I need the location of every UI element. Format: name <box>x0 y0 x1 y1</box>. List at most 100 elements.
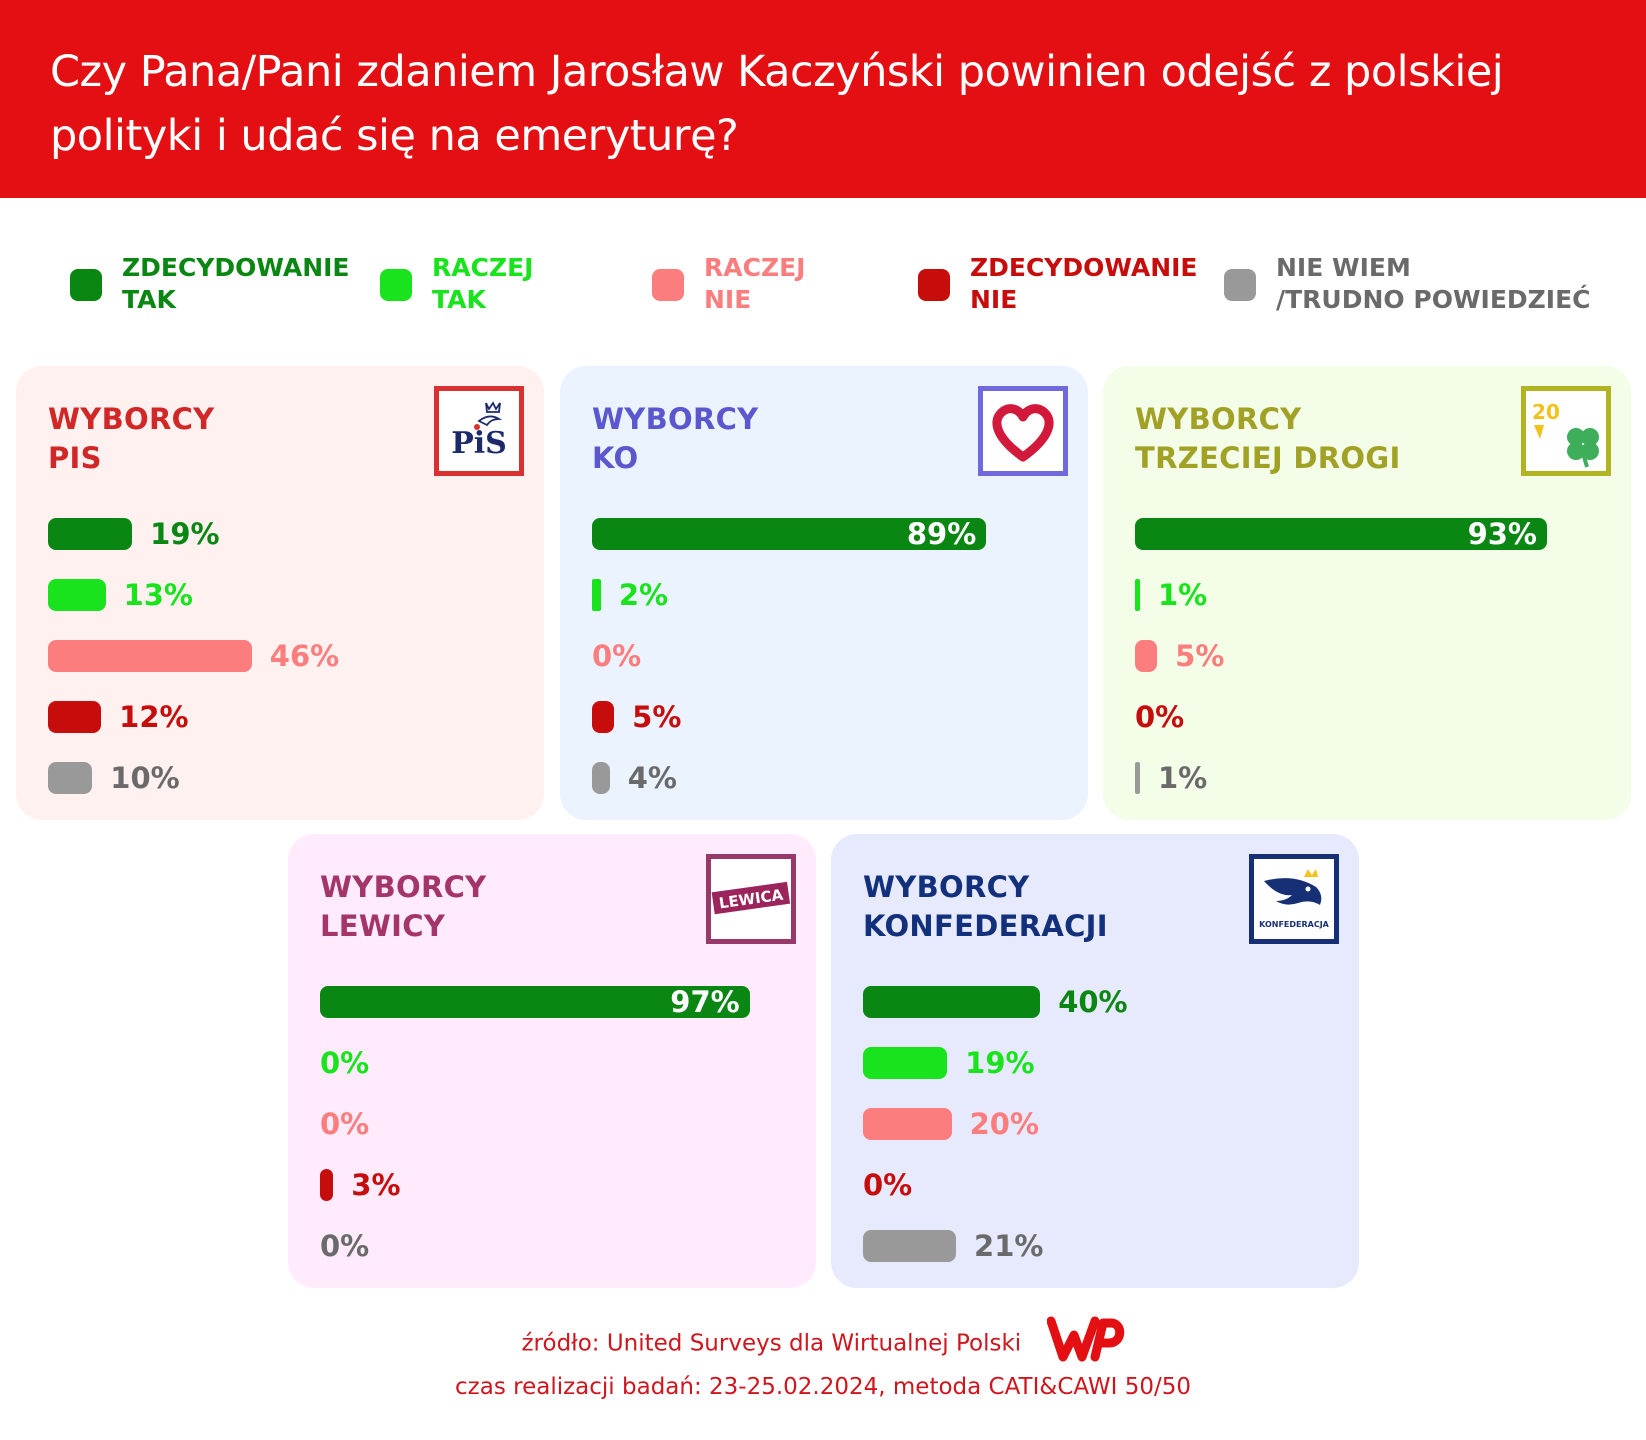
bar-row-nw: 4% <box>592 750 1062 811</box>
source-text: źródło: United Surveys dla Wirtualnej Po… <box>521 1330 1022 1357</box>
svg-text:2: 2 <box>1532 400 1546 424</box>
bar-list: 93% 1% 5% 0% 1% <box>1135 506 1605 811</box>
bar-zn <box>592 701 615 733</box>
legend-label: NIE WIEM /TRUDNO POWIEDZIEĆ <box>1276 253 1591 314</box>
bar-list: 97% 0% 0% 3% 0% <box>320 974 790 1279</box>
legend-swatch <box>652 269 684 301</box>
svg-text:PiS: PiS <box>451 426 507 461</box>
bar-zn <box>320 1169 334 1201</box>
heart-icon <box>992 404 1054 462</box>
bar-row-rt: 19% <box>863 1035 1333 1096</box>
bar-list: 40% 19% 20% 0% 21% <box>863 974 1333 1279</box>
bar-row-rn: 0% <box>320 1096 790 1157</box>
bar-value-label: 19% <box>965 1046 1035 1080</box>
bar-list: 89% 2% 0% 5% 4% <box>592 506 1062 811</box>
bar-zt <box>863 986 1041 1018</box>
bar-row-rn: 46% <box>48 628 518 689</box>
bar-row-zn: 0% <box>863 1157 1333 1218</box>
legend-swatch <box>70 269 102 301</box>
legend-item-rt: RACZEJ TAK <box>380 252 533 316</box>
svg-text:0: 0 <box>1546 400 1560 424</box>
trzecia-droga-logo: 2 0 <box>1521 386 1611 476</box>
bar-rn <box>48 640 252 672</box>
header-banner: Czy Pana/Pani zdaniem Jarosław Kaczyński… <box>0 0 1646 198</box>
bar-row-nw: 0% <box>320 1218 790 1279</box>
bar-row-rn: 20% <box>863 1096 1333 1157</box>
clover-icon: 2 0 <box>1532 400 1599 468</box>
bar-row-rn: 0% <box>592 628 1062 689</box>
bar-rn <box>863 1108 952 1140</box>
bar-nw <box>592 762 610 794</box>
bar-value-label: 0% <box>320 1107 370 1141</box>
bar-row-zn: 5% <box>592 689 1062 750</box>
panel-title: WYBORCY PIS <box>48 402 215 475</box>
bar-value-label: 4% <box>627 761 677 795</box>
legend-item-nw: NIE WIEM /TRUDNO POWIEDZIEĆ <box>1224 252 1591 316</box>
bar-row-rt: 0% <box>320 1035 790 1096</box>
bar-value-label: 19% <box>150 517 220 551</box>
page-title: Czy Pana/Pani zdaniem Jarosław Kaczyński… <box>50 47 1504 161</box>
bar-value-label: 13% <box>123 578 193 612</box>
bar-rt <box>1135 579 1140 611</box>
bar-value-label: 1% <box>1158 578 1208 612</box>
legend-item-zn: ZDECYDOWANIE NIE <box>918 252 1198 316</box>
bar-nw <box>1135 762 1140 794</box>
panel-konf: WYBORCY KONFEDERACJI KONFEDERACJA 40% 19%… <box>831 834 1359 1288</box>
bar-zn <box>48 701 102 733</box>
legend-label: RACZEJ NIE <box>704 253 806 314</box>
method-line: czas realizacji badań: 23-25.02.2024, me… <box>455 1374 1191 1400</box>
bar-row-zn: 12% <box>48 689 518 750</box>
legend-item-rn: RACZEJ NIE <box>652 252 805 316</box>
bar-zt <box>592 518 987 550</box>
legend-label: ZDECYDOWANIE NIE <box>970 253 1198 314</box>
lewica-logo: LEWICA <box>706 854 796 944</box>
wp-logo-icon <box>1046 1316 1124 1362</box>
bar-value-label: 89% <box>906 517 977 551</box>
bar-value-label: 0% <box>1135 700 1185 734</box>
bar-row-rt: 13% <box>48 567 518 628</box>
bar-value-label: 3% <box>351 1168 401 1202</box>
source-line: źródło: United Surveys dla Wirtualnej Po… <box>0 1316 1646 1363</box>
legend-swatch <box>1224 269 1256 301</box>
bar-value-label: 12% <box>119 700 189 734</box>
bar-row-nw: 10% <box>48 750 518 811</box>
bar-value-label: 5% <box>1175 639 1225 673</box>
bar-value-label: 93% <box>1467 517 1537 551</box>
bar-value-label: 0% <box>320 1229 370 1263</box>
bar-list: 19% 13% 46% 12% 10% <box>48 506 518 811</box>
bar-row-zt: 19% <box>48 506 518 567</box>
bar-rt <box>592 579 601 611</box>
bar-value-label: 97% <box>670 985 740 1019</box>
panel-lewica: WYBORCY LEWICY LEWICA 97% 0% 0% 3% 0% <box>288 834 816 1288</box>
bar-zt <box>320 986 750 1018</box>
bar-row-zn: 3% <box>320 1157 790 1218</box>
legend-item-zt: ZDECYDOWANIE TAK <box>70 252 350 316</box>
panel-title: WYBORCY TRZECIEJ DROGI <box>1135 402 1401 475</box>
legend-label: ZDECYDOWANIE TAK <box>122 253 350 314</box>
pis-logo-icon: PiS <box>451 401 507 461</box>
bar-row-nw: 21% <box>863 1218 1333 1279</box>
bar-value-label: 40% <box>1058 985 1128 1019</box>
konfederacja-eagle-icon: KONFEDERACJA <box>1259 869 1330 929</box>
panel-title: WYBORCY KO <box>592 402 759 475</box>
bar-value-label: 10% <box>110 761 180 795</box>
bar-rn <box>1135 640 1158 672</box>
bar-row-rt: 2% <box>592 567 1062 628</box>
legend-swatch <box>380 269 412 301</box>
lewica-logo-icon: LEWICA <box>711 881 791 915</box>
pis-logo: PiS <box>434 386 524 476</box>
bar-value-label: 20% <box>969 1107 1040 1141</box>
legend-label: RACZEJ TAK <box>432 253 534 314</box>
legend-swatch <box>918 269 950 301</box>
bar-row-zt: 40% <box>863 974 1333 1035</box>
bar-row-rn: 5% <box>1135 628 1605 689</box>
bar-value-label: 0% <box>592 639 642 673</box>
svg-text:KONFEDERACJA: KONFEDERACJA <box>1259 920 1330 929</box>
bar-row-rt: 1% <box>1135 567 1605 628</box>
bar-value-label: 1% <box>1158 761 1208 795</box>
panel-title: WYBORCY LEWICY <box>320 870 487 943</box>
panel-td: WYBORCY TRZECIEJ DROGI 2 0 93% 1% 5% 0% 1% <box>1103 366 1631 820</box>
bar-value-label: 0% <box>863 1168 913 1202</box>
bar-rt <box>48 579 106 611</box>
ko-heart-logo <box>978 386 1068 476</box>
